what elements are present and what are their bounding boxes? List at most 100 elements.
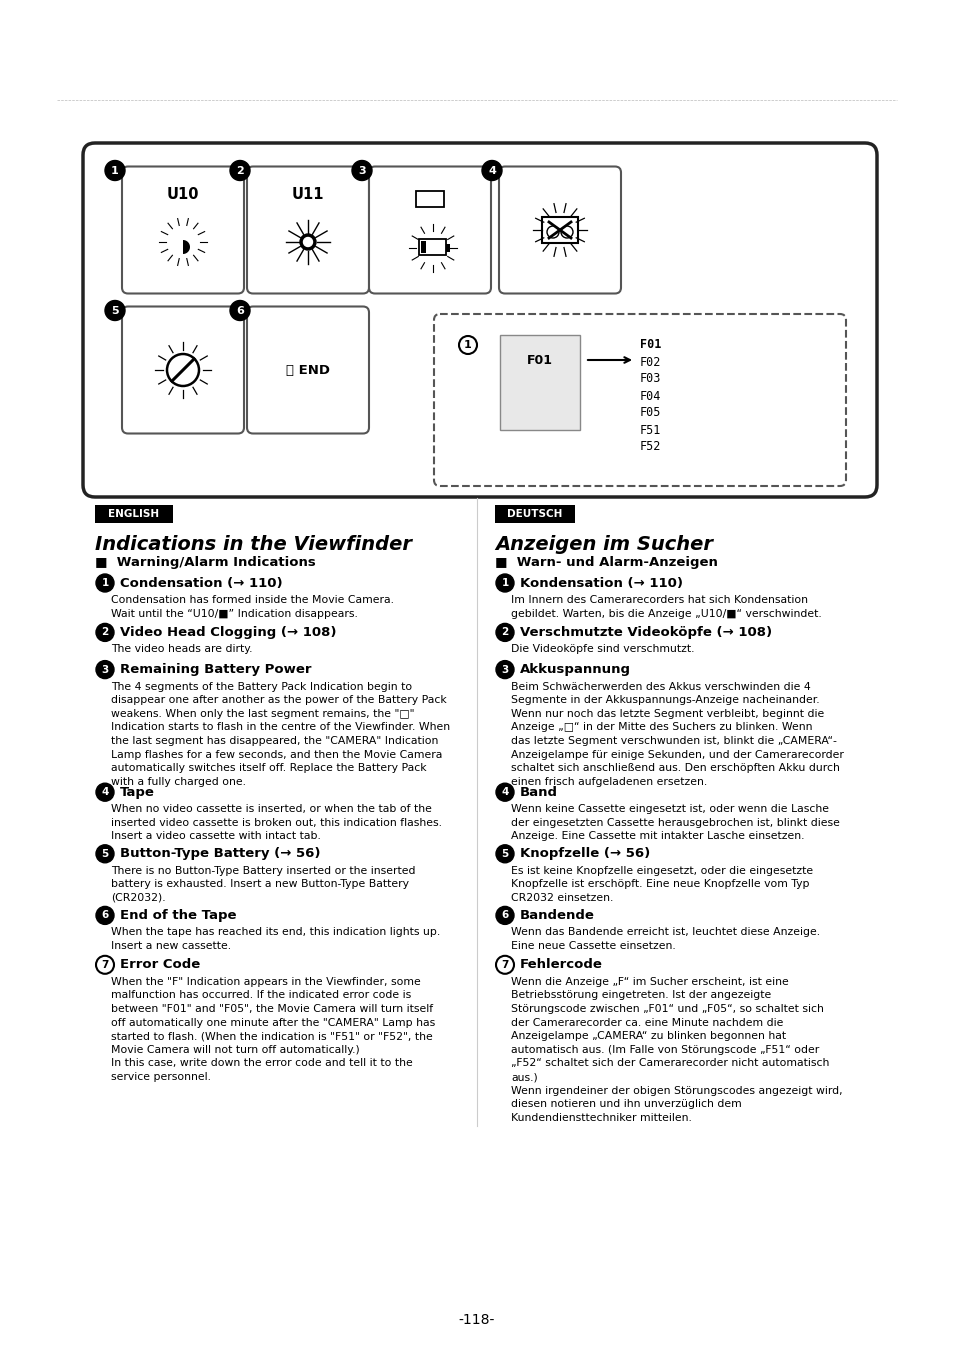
Circle shape [560, 226, 573, 239]
Circle shape [96, 623, 113, 642]
Text: F02: F02 [639, 356, 660, 368]
Circle shape [546, 226, 558, 239]
Text: F52: F52 [639, 441, 660, 453]
Circle shape [96, 783, 113, 801]
Text: Tape: Tape [120, 786, 154, 799]
Text: Verschmutzte Videoköpfe (→ 108): Verschmutzte Videoköpfe (→ 108) [519, 625, 771, 639]
Text: Wenn das Bandende erreicht ist, leuchtet diese Anzeige.
Eine neue Cassette einse: Wenn das Bandende erreicht ist, leuchtet… [511, 927, 820, 950]
Bar [95, 506, 172, 523]
Circle shape [230, 301, 250, 321]
Circle shape [96, 845, 113, 863]
Circle shape [96, 906, 113, 925]
Text: 5: 5 [112, 306, 119, 315]
FancyBboxPatch shape [122, 306, 244, 434]
Text: ENGLISH: ENGLISH [109, 510, 159, 519]
Text: Knopfzelle (→ 56): Knopfzelle (→ 56) [519, 848, 650, 860]
Text: 1: 1 [501, 578, 508, 588]
Text: 5: 5 [101, 849, 109, 859]
FancyBboxPatch shape [247, 167, 369, 294]
Circle shape [352, 160, 372, 181]
Text: 3: 3 [357, 166, 365, 175]
FancyBboxPatch shape [247, 306, 369, 434]
Text: Akkuspannung: Akkuspannung [519, 663, 630, 677]
Circle shape [230, 160, 250, 181]
Text: U11: U11 [292, 187, 324, 202]
Bar [499, 336, 579, 430]
Text: 7: 7 [101, 960, 109, 969]
Text: 4: 4 [101, 787, 109, 797]
Text: F01: F01 [526, 353, 553, 367]
Circle shape [496, 661, 514, 678]
Circle shape [496, 845, 514, 863]
Text: Condensation has formed inside the Movie Camera.
Wait until the “U10/■” Indicati: Condensation has formed inside the Movie… [111, 594, 394, 619]
Text: F04: F04 [639, 390, 660, 403]
Circle shape [496, 956, 514, 973]
Text: 5: 5 [501, 849, 508, 859]
Bar [420, 241, 426, 253]
Polygon shape [183, 232, 190, 253]
Text: Es ist keine Knopfzelle eingesetzt, oder die eingesetzte
Knopfzelle ist erschöpf: Es ist keine Knopfzelle eingesetzt, oder… [511, 865, 812, 903]
Text: 1: 1 [111, 166, 119, 175]
Text: 1: 1 [101, 578, 109, 588]
Bar [541, 217, 578, 243]
Text: 6: 6 [101, 910, 109, 921]
Circle shape [496, 574, 514, 592]
Circle shape [96, 661, 113, 678]
Circle shape [481, 160, 501, 181]
FancyBboxPatch shape [434, 314, 845, 487]
Text: 6: 6 [501, 910, 508, 921]
Text: F51: F51 [639, 423, 660, 437]
Circle shape [167, 355, 199, 386]
Circle shape [105, 160, 125, 181]
Circle shape [105, 301, 125, 321]
Text: Fehlercode: Fehlercode [519, 958, 602, 972]
Text: Wenn die Anzeige „F“ im Sucher erscheint, ist eine
Betriebsstörung eingetreten. : Wenn die Anzeige „F“ im Sucher erscheint… [511, 977, 841, 1123]
Bar [495, 506, 575, 523]
Text: 4: 4 [500, 787, 508, 797]
Text: End of the Tape: End of the Tape [120, 909, 236, 922]
Text: Im Innern des Camerarecorders hat sich Kondensation
gebildet. Warten, bis die An: Im Innern des Camerarecorders hat sich K… [511, 594, 821, 619]
Circle shape [496, 623, 514, 642]
Bar [418, 239, 446, 255]
Circle shape [96, 956, 113, 973]
Text: 1: 1 [464, 340, 472, 350]
Bar [446, 244, 450, 252]
Text: ⎙ END: ⎙ END [286, 364, 330, 376]
Text: Kondensation (→ 110): Kondensation (→ 110) [519, 577, 682, 589]
Text: ■  Warning/Alarm Indications: ■ Warning/Alarm Indications [95, 555, 315, 569]
Text: 4: 4 [488, 166, 496, 175]
Circle shape [496, 906, 514, 925]
Text: 3: 3 [501, 665, 508, 674]
Text: Condensation (→ 110): Condensation (→ 110) [120, 577, 282, 589]
Text: 2: 2 [101, 627, 109, 638]
Text: U10: U10 [167, 187, 199, 202]
Text: Beim Schwächerwerden des Akkus verschwinden die 4
Segmente in der Akkuspannungs-: Beim Schwächerwerden des Akkus verschwin… [511, 682, 843, 787]
Text: 2: 2 [501, 627, 508, 638]
Text: Die Videoköpfe sind verschmutzt.: Die Videoköpfe sind verschmutzt. [511, 644, 694, 654]
FancyBboxPatch shape [369, 167, 491, 294]
Text: -118-: -118- [458, 1313, 495, 1326]
Text: Anzeigen im Sucher: Anzeigen im Sucher [495, 535, 712, 554]
Circle shape [496, 783, 514, 801]
Text: Button-Type Battery (→ 56): Button-Type Battery (→ 56) [120, 848, 320, 860]
Text: 7: 7 [500, 960, 508, 969]
Text: Indications in the Viewfinder: Indications in the Viewfinder [95, 535, 412, 554]
Text: Band: Band [519, 786, 558, 799]
Text: When the tape has reached its end, this indication lights up.
Insert a new casse: When the tape has reached its end, this … [111, 927, 439, 950]
Text: ■  Warn- und Alarm-Anzeigen: ■ Warn- und Alarm-Anzeigen [495, 555, 717, 569]
Text: Wenn keine Cassette eingesetzt ist, oder wenn die Lasche
der eingesetzten Casset: Wenn keine Cassette eingesetzt ist, oder… [511, 805, 839, 841]
Bar [416, 190, 443, 206]
Text: When the "F" Indication appears in the Viewfinder, some
malfunction has occurred: When the "F" Indication appears in the V… [111, 977, 435, 1082]
Text: DEUTSCH: DEUTSCH [507, 510, 562, 519]
Text: 2: 2 [236, 166, 244, 175]
Text: F01: F01 [639, 338, 660, 352]
Circle shape [458, 336, 476, 355]
Circle shape [299, 235, 315, 249]
Text: F03: F03 [639, 372, 660, 386]
Text: F05: F05 [639, 407, 660, 419]
Text: There is no Button-Type Battery inserted or the inserted
battery is exhausted. I: There is no Button-Type Battery inserted… [111, 865, 416, 903]
Circle shape [96, 574, 113, 592]
Text: The 4 segments of the Battery Pack Indication begin to
disappear one after anoth: The 4 segments of the Battery Pack Indic… [111, 682, 450, 787]
Circle shape [303, 237, 313, 247]
Text: Remaining Battery Power: Remaining Battery Power [120, 663, 312, 677]
